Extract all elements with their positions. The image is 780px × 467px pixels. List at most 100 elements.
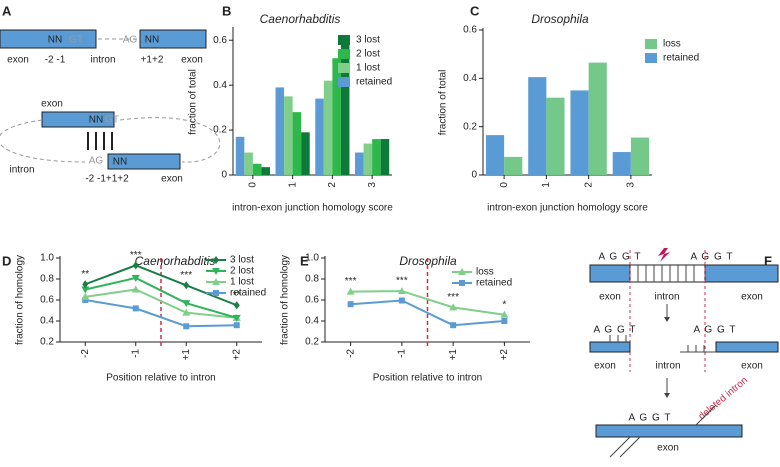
legend-label: 2 lost — [230, 266, 254, 277]
bar — [355, 152, 364, 175]
seq: NN — [113, 157, 127, 168]
point — [347, 301, 354, 308]
series-line — [350, 299, 505, 327]
x-tick-label: 0 — [248, 182, 259, 188]
annotation: *** — [345, 276, 357, 287]
x-tick-label: 1 — [287, 182, 298, 188]
y-tick-label: 1.0 — [305, 253, 319, 264]
exon-box — [0, 29, 97, 49]
bar — [380, 139, 390, 175]
y-tick-label: 1.0 — [40, 253, 54, 264]
legend-swatch — [338, 63, 350, 73]
label: exon — [594, 361, 616, 372]
legend-marker — [213, 256, 219, 264]
x-tick-label: +1 — [181, 349, 192, 361]
seq: GT — [69, 35, 83, 46]
y-tick-label: 0.6 — [463, 25, 477, 36]
bar — [546, 97, 565, 175]
y-tick-label: 0.2 — [305, 337, 319, 348]
y-tick-label: 0.6 — [213, 35, 227, 46]
y-tick-label: 0.4 — [305, 316, 319, 327]
intron-tail — [609, 404, 717, 458]
seq: A G G T — [691, 252, 734, 263]
x-tick-label: +2 — [499, 349, 510, 361]
legend-marker — [212, 268, 220, 275]
point — [233, 301, 240, 310]
panel-label: B — [222, 3, 231, 18]
legend-label: 1 lost — [356, 63, 380, 74]
point — [233, 322, 240, 329]
x-tick-label: 2 — [327, 182, 338, 188]
deleted-label: deleted intron — [697, 375, 751, 422]
point — [82, 280, 89, 289]
seq: AG — [123, 35, 138, 46]
bar — [570, 90, 589, 175]
legend-marker — [459, 280, 465, 286]
label: +1+2 — [141, 55, 164, 66]
legend-swatch — [338, 49, 350, 59]
seq: A G G T — [694, 325, 737, 336]
hatch — [609, 335, 716, 353]
point — [81, 286, 90, 294]
pairing — [87, 132, 113, 150]
label: intron — [655, 361, 680, 372]
series-line — [85, 299, 237, 328]
point — [346, 287, 355, 295]
bar — [528, 77, 547, 175]
seq: GT — [105, 115, 119, 126]
x-axis-label: intron-exon junction homology score — [232, 203, 393, 214]
bar — [275, 87, 285, 175]
bar — [485, 135, 505, 175]
seq: NN — [89, 115, 103, 126]
y-tick-label: 0.4 — [213, 80, 227, 91]
bar — [363, 143, 373, 175]
annotation: *** — [396, 276, 408, 287]
point — [183, 323, 190, 330]
annotation: *** — [130, 250, 142, 261]
point — [132, 261, 139, 270]
legend-marker — [213, 290, 219, 296]
panel-label: E — [300, 253, 309, 268]
series-line — [85, 276, 238, 319]
point — [81, 292, 90, 300]
y-tick-label: 0 — [471, 170, 477, 181]
y-tick-label: 0 — [221, 170, 227, 181]
point — [450, 322, 457, 329]
label: exon — [181, 55, 203, 66]
legend-marker — [212, 278, 220, 285]
x-tick-label: +1 — [448, 349, 459, 361]
exon-box — [139, 29, 207, 49]
panel-label: D — [2, 253, 11, 268]
point — [449, 303, 458, 311]
label: intron — [654, 292, 679, 303]
panel-label: A — [2, 3, 12, 18]
series-line — [350, 290, 505, 316]
y-axis-label: fraction of homology — [15, 255, 26, 345]
diagram-a: NN GT AG NN exon -2 -1 intron +1+2 exon … — [0, 29, 221, 185]
point — [232, 314, 241, 322]
annotation: *** — [447, 292, 459, 303]
legend-label: 2 lost — [356, 49, 380, 60]
label: exon — [599, 292, 621, 303]
bar — [323, 80, 333, 175]
exon-piece — [715, 341, 779, 353]
bar — [284, 96, 293, 175]
legend-label: retained — [356, 77, 392, 88]
legend-swatch — [645, 39, 657, 49]
series-line — [85, 288, 237, 319]
arrow-head — [664, 393, 670, 398]
label: intron — [9, 165, 34, 176]
x-tick-label: -1 — [130, 349, 141, 358]
legend-label: retained — [663, 53, 699, 64]
bar — [372, 139, 381, 175]
x-axis-label: Position relative to intron — [106, 373, 216, 384]
seq: A G G T — [599, 252, 642, 263]
point — [183, 281, 190, 290]
y-tick-label: 0.6 — [305, 295, 319, 306]
point — [182, 308, 191, 316]
legend-swatch — [338, 77, 350, 87]
x-tick-label: -1 — [397, 349, 408, 358]
y-tick-label: 0.4 — [463, 73, 477, 84]
legend-swatch — [338, 35, 350, 45]
y-tick-label: 0.8 — [40, 274, 54, 285]
